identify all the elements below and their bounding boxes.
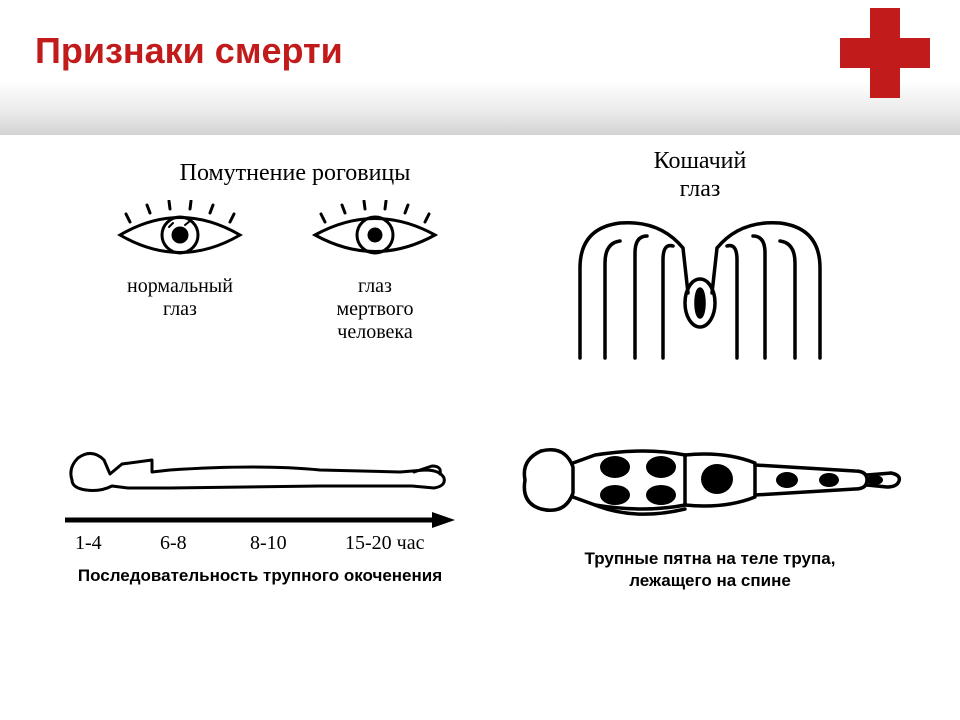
red-cross-icon — [840, 8, 930, 98]
cateye-hands-icon — [565, 208, 835, 363]
timeline-arrow-icon — [60, 510, 460, 530]
normal-eye-label: нормальный глаз — [100, 275, 260, 321]
rigor-body-icon — [60, 430, 460, 505]
tick-3: 8-10 — [250, 532, 287, 555]
diagram-content: Помутнение роговицы нормальный глаз — [60, 160, 900, 660]
dead-eye-label: глаз мертвого человека — [295, 275, 455, 344]
cateye-heading: Кошачий глаз — [605, 148, 795, 203]
livor-caption: Трупные пятна на теле трупа, лежащего на… — [530, 548, 890, 592]
tick-1: 1-4 — [75, 532, 102, 555]
normal-eye-icon — [110, 200, 250, 270]
livor-body-icon — [515, 425, 905, 535]
dead-eye-icon — [305, 200, 445, 270]
rigor-caption: Последовательность трупного окоченения — [50, 565, 470, 587]
tick-2: 6-8 — [160, 532, 187, 555]
page-title: Признаки смерти — [35, 30, 343, 72]
cornea-heading: Помутнение роговицы — [110, 160, 480, 188]
tick-4: 15-20 час — [345, 532, 424, 555]
